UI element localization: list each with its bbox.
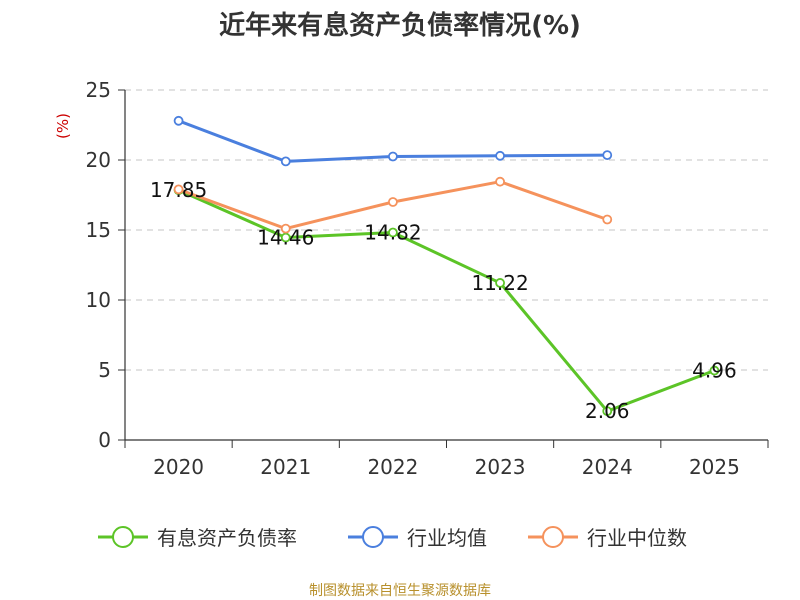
x-tick-label: 2023 bbox=[475, 455, 526, 479]
legend-label: 有息资产负债率 bbox=[157, 526, 297, 550]
data-point[interactable] bbox=[495, 278, 505, 288]
data-point[interactable] bbox=[495, 150, 505, 161]
y-axis-unit: (%) bbox=[54, 113, 72, 139]
x-tick-label: 2022 bbox=[367, 455, 418, 479]
legend-swatch-marker bbox=[362, 526, 384, 548]
data-point[interactable] bbox=[388, 227, 398, 238]
data-point[interactable] bbox=[602, 150, 613, 161]
series-lines bbox=[173, 115, 720, 417]
data-label: 2.06 bbox=[585, 399, 630, 423]
y-tick-label: 5 bbox=[98, 358, 111, 382]
legend-label: 行业均值 bbox=[407, 526, 487, 550]
legend-swatch-marker bbox=[542, 526, 564, 548]
data-point[interactable] bbox=[602, 214, 613, 225]
x-tick-label: 2021 bbox=[260, 455, 311, 479]
legend-swatch-marker bbox=[112, 526, 134, 548]
data-label: 14.46 bbox=[257, 226, 314, 250]
x-tick-label: 2025 bbox=[689, 455, 740, 479]
legend[interactable]: 有息资产负债率 行业均值 行业中位数 bbox=[98, 526, 687, 550]
legend-item-0[interactable]: 有息资产负债率 bbox=[98, 526, 297, 550]
chart-title: 近年来有息资产负债率情况(%) bbox=[219, 10, 581, 41]
data-label: 4.96 bbox=[692, 359, 737, 383]
data-source: 制图数据来自恒生聚源数据库 bbox=[309, 583, 491, 599]
data-point[interactable] bbox=[173, 184, 184, 195]
x-tick-label: 2020 bbox=[153, 455, 204, 479]
legend-item-1[interactable]: 行业均值 bbox=[348, 526, 487, 550]
data-label: 14.82 bbox=[364, 221, 421, 245]
data-point[interactable] bbox=[709, 365, 720, 376]
data-label: 11.22 bbox=[471, 271, 528, 295]
y-tick-label: 15 bbox=[86, 218, 111, 242]
y-tick-label: 10 bbox=[86, 288, 111, 312]
data-point[interactable] bbox=[280, 156, 291, 167]
data-labels: 17.85 14.46 14.82 11.22 2.06 4.96 bbox=[150, 178, 737, 423]
y-tick-label: 20 bbox=[86, 148, 111, 172]
data-point[interactable] bbox=[280, 223, 291, 234]
data-point[interactable] bbox=[280, 232, 291, 243]
data-point[interactable] bbox=[495, 176, 505, 187]
data-point[interactable] bbox=[388, 151, 398, 162]
data-label: 17.85 bbox=[150, 178, 207, 202]
y-tick-label: 25 bbox=[86, 78, 111, 102]
series-line-0 bbox=[177, 188, 715, 413]
grid-lines bbox=[125, 89, 768, 371]
x-tick-label: 2024 bbox=[582, 455, 633, 479]
data-point[interactable] bbox=[602, 406, 613, 417]
y-tick-label: 0 bbox=[98, 428, 111, 452]
data-point[interactable] bbox=[173, 115, 184, 126]
legend-label: 行业中位数 bbox=[587, 526, 687, 550]
data-point[interactable] bbox=[388, 197, 398, 207]
legend-item-2[interactable]: 行业中位数 bbox=[528, 526, 687, 550]
